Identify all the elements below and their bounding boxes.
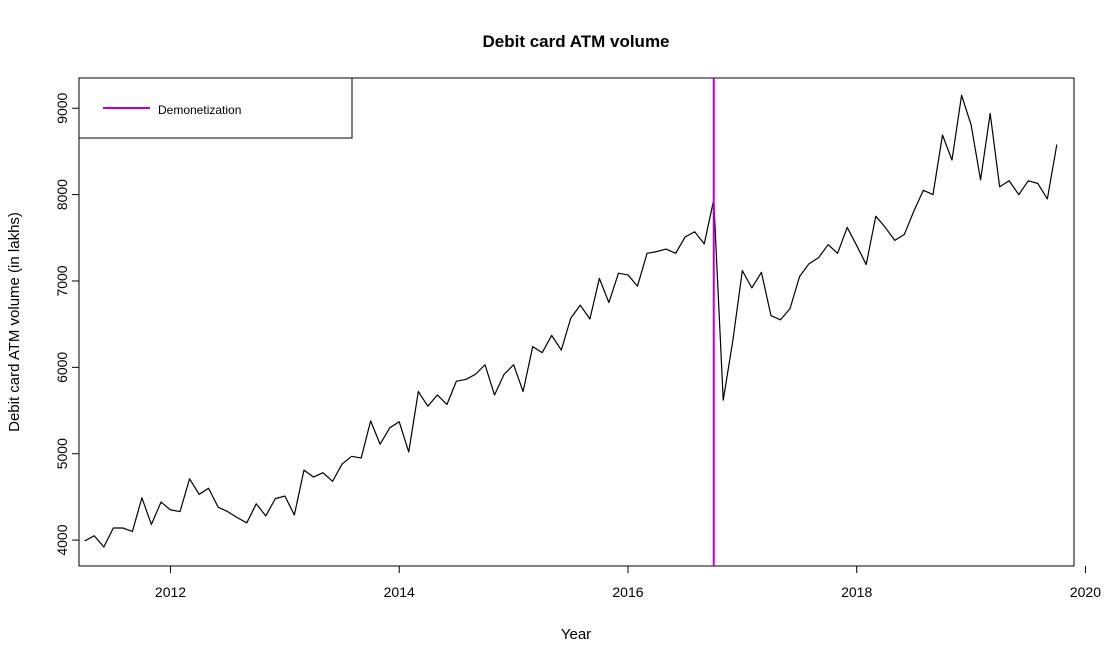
x-tick-label: 2020	[1070, 584, 1101, 600]
y-tick-label: 8000	[54, 179, 70, 210]
plot-frame	[78, 77, 1075, 567]
y-tick-label: 5000	[54, 438, 70, 469]
y-axis: 4000 5000 6000 7000 8000 9000	[54, 92, 79, 556]
y-tick-label: 7000	[54, 265, 70, 296]
y-tick-label: 9000	[54, 92, 70, 123]
x-axis: 2012 2014 2016 2018 2020	[155, 566, 1101, 600]
y-tick-label: 4000	[54, 524, 70, 555]
y-axis-label: Debit card ATM volume (in lakhs)	[6, 212, 23, 432]
series-layer	[84, 94, 1058, 548]
legend: Demonetization	[78, 77, 353, 139]
legend-label-demonetization: Demonetization	[158, 103, 241, 117]
x-axis-label: Year	[561, 626, 591, 643]
y-tick-label: 6000	[54, 352, 70, 383]
x-tick-label: 2012	[155, 584, 186, 600]
chart-title: Debit card ATM volume	[482, 32, 669, 51]
x-tick-label: 2016	[612, 584, 643, 600]
x-tick-label: 2014	[384, 584, 415, 600]
x-tick-label: 2018	[841, 584, 872, 600]
series-line-0	[84, 94, 1058, 548]
